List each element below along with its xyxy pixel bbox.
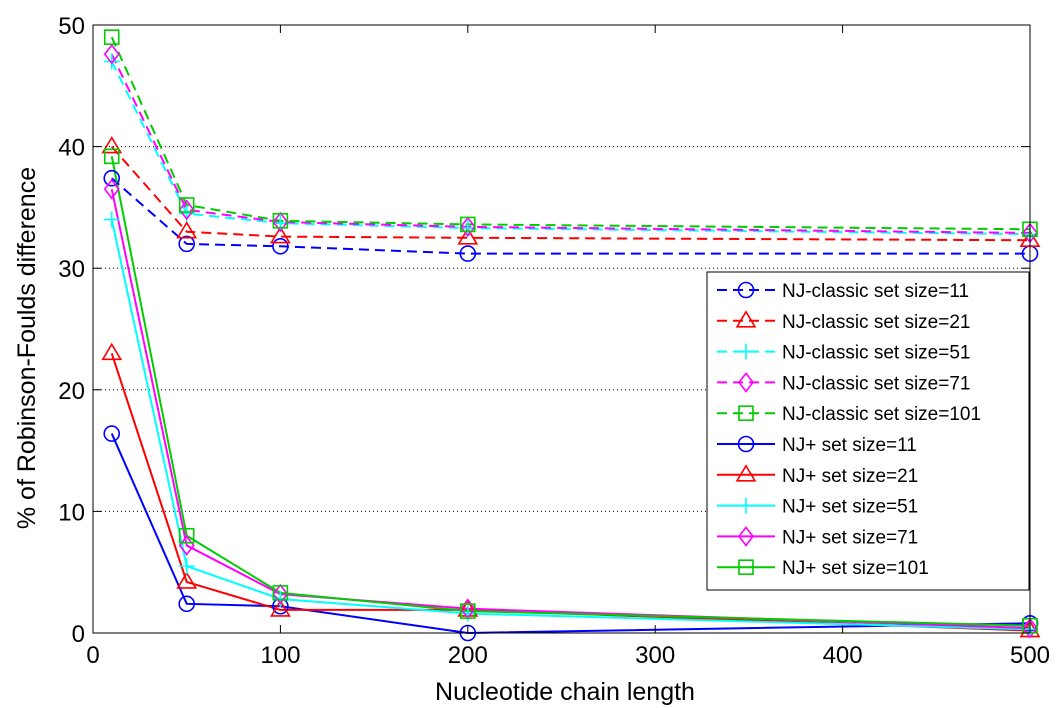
series-line-1 (110, 145, 1031, 242)
x-tick-label: 200 (448, 642, 488, 669)
data-point (457, 227, 479, 245)
data-point (272, 212, 289, 229)
legend-label: NJ+ set size=11 (782, 435, 917, 456)
data-point (459, 216, 476, 233)
data-point (103, 178, 120, 200)
data-point (103, 53, 120, 70)
data-point (178, 199, 195, 221)
legend-label: NJ-classic set size=21 (782, 312, 970, 333)
y-tick-label: 30 (58, 256, 85, 283)
data-point (178, 235, 195, 253)
data-point (459, 216, 476, 238)
x-tick-label: 500 (1010, 642, 1050, 669)
legend-label: NJ-classic set size=11 (782, 281, 969, 302)
data-point (103, 43, 120, 65)
legend-label: NJ+ set size=71 (782, 527, 918, 548)
legend-label: NJ-classic set size=101 (782, 404, 981, 425)
y-tick-label: 20 (58, 378, 85, 405)
y-tick-label: 50 (58, 13, 85, 40)
y-tick-label: 40 (58, 135, 85, 162)
data-point (459, 245, 477, 262)
legend-marker (738, 559, 754, 576)
series-line-0 (111, 177, 1030, 255)
y-axis-label: % of Robinson-Foulds difference (13, 167, 41, 529)
data-point (269, 599, 291, 617)
data-point (101, 136, 123, 154)
data-point (176, 571, 198, 589)
legend-label: NJ-classic set size=51 (782, 343, 970, 364)
series-line-2 (110, 61, 1031, 236)
series-markers (101, 29, 1041, 642)
data-point (178, 595, 195, 613)
y-tick-label: 10 (58, 499, 85, 526)
data-point (103, 29, 120, 45)
legend-label: NJ+ set size=101 (782, 558, 929, 579)
y-tick-label: 0 (72, 621, 85, 648)
x-tick-label: 400 (823, 642, 863, 669)
x-tick-label: 100 (260, 642, 300, 669)
data-point (459, 603, 476, 619)
x-axis-label: Nucleotide chain length (435, 678, 695, 706)
legend-marker (735, 464, 757, 482)
data-point (178, 527, 195, 544)
data-point (103, 148, 120, 165)
x-tick-label: 0 (86, 642, 99, 669)
legend-label: NJ+ set size=51 (782, 497, 918, 518)
data-point (103, 169, 121, 187)
legend-marker (735, 310, 757, 328)
legend-marker (737, 281, 755, 299)
legend-marker (738, 343, 754, 360)
legend-label: NJ+ set size=21 (782, 466, 918, 487)
data-point (101, 342, 123, 361)
plot-frame (92, 24, 1031, 634)
data-point (103, 211, 120, 228)
legend-marker (738, 497, 754, 514)
legend-marker (737, 526, 755, 547)
legend-label: NJ-classic set size=71 (782, 373, 970, 394)
x-tick-label: 300 (635, 642, 675, 669)
data-point (1021, 617, 1039, 639)
series-line-3 (110, 53, 1031, 234)
data-point (178, 558, 195, 575)
data-point (103, 425, 121, 442)
data-point (272, 238, 289, 255)
series-line-4 (110, 36, 1031, 231)
legend-marker (737, 435, 755, 453)
data-point (178, 197, 195, 213)
legend: NJ-classic set size=11 NJ-classic set siz… (706, 271, 1030, 591)
legend-marker (738, 405, 754, 422)
data-point (269, 226, 291, 244)
data-point (272, 583, 289, 605)
data-point (176, 221, 198, 239)
legend-marker (737, 372, 755, 393)
data-point (272, 211, 289, 233)
data-point (272, 585, 289, 601)
